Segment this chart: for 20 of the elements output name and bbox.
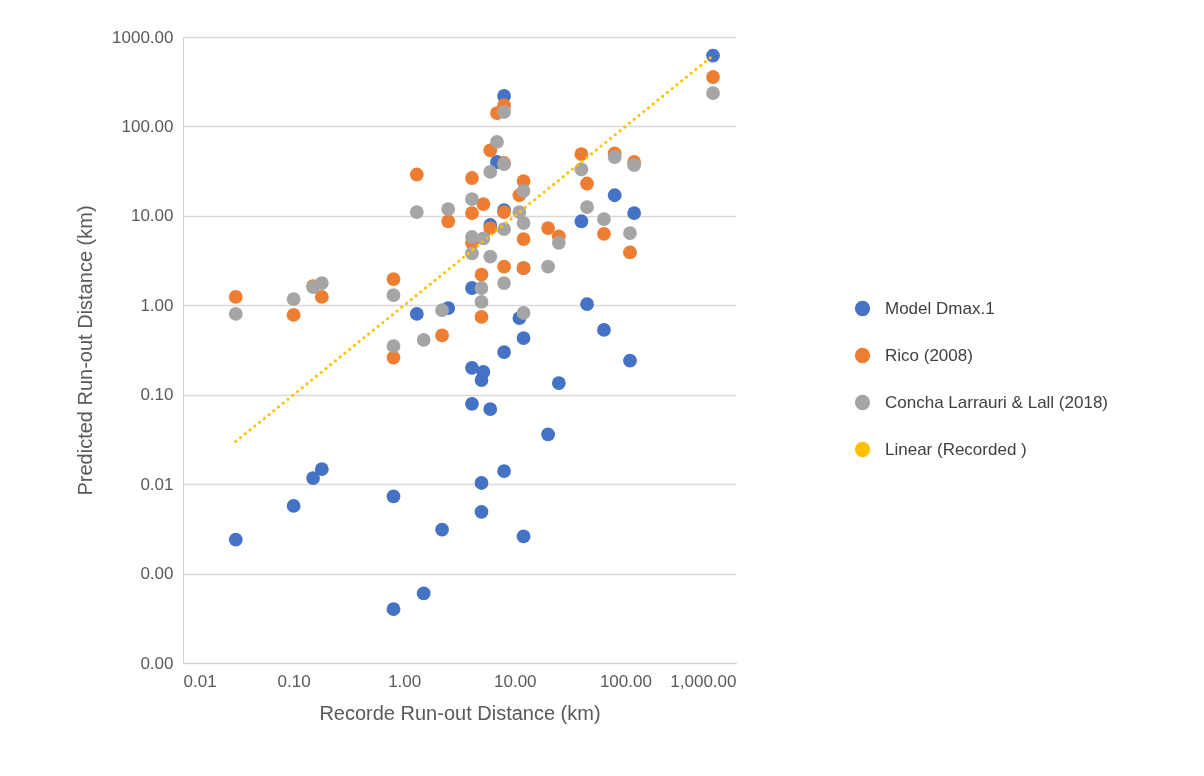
y-tick-label: 0.01 xyxy=(140,474,174,494)
x-tick-label: 100.00 xyxy=(599,671,652,691)
y-tick-label: 1000.00 xyxy=(112,27,174,47)
x-tick-label: 0.10 xyxy=(277,671,311,691)
y-tick-label: 1.00 xyxy=(140,295,174,315)
y-tick-label: 0.00 xyxy=(140,653,174,673)
legend-label: Concha Larrauri & Lall (2018) xyxy=(885,392,1109,412)
x-tick-label: 10.00 xyxy=(494,671,537,691)
y-tick-label: 100.00 xyxy=(121,116,174,136)
y-tick-label: 10.00 xyxy=(130,206,174,226)
legend-label: Model Dmax.1 xyxy=(885,298,995,318)
x-axis-title: Recorde Run-out Distance (km) xyxy=(319,701,601,724)
legend-label: Linear (Recorded ) xyxy=(885,439,1027,459)
y-tick-label: 0.10 xyxy=(140,385,174,405)
x-tick-label: 0.01 xyxy=(183,671,217,691)
y-axis-title: Predicted Run-out Distance (km) xyxy=(74,205,97,496)
x-tick-label: 1,000.00 xyxy=(670,671,737,691)
x-tick-label: 1.00 xyxy=(388,671,422,691)
legend-label: Rico (2008) xyxy=(885,345,973,365)
y-tick-label: 0.00 xyxy=(140,564,174,584)
